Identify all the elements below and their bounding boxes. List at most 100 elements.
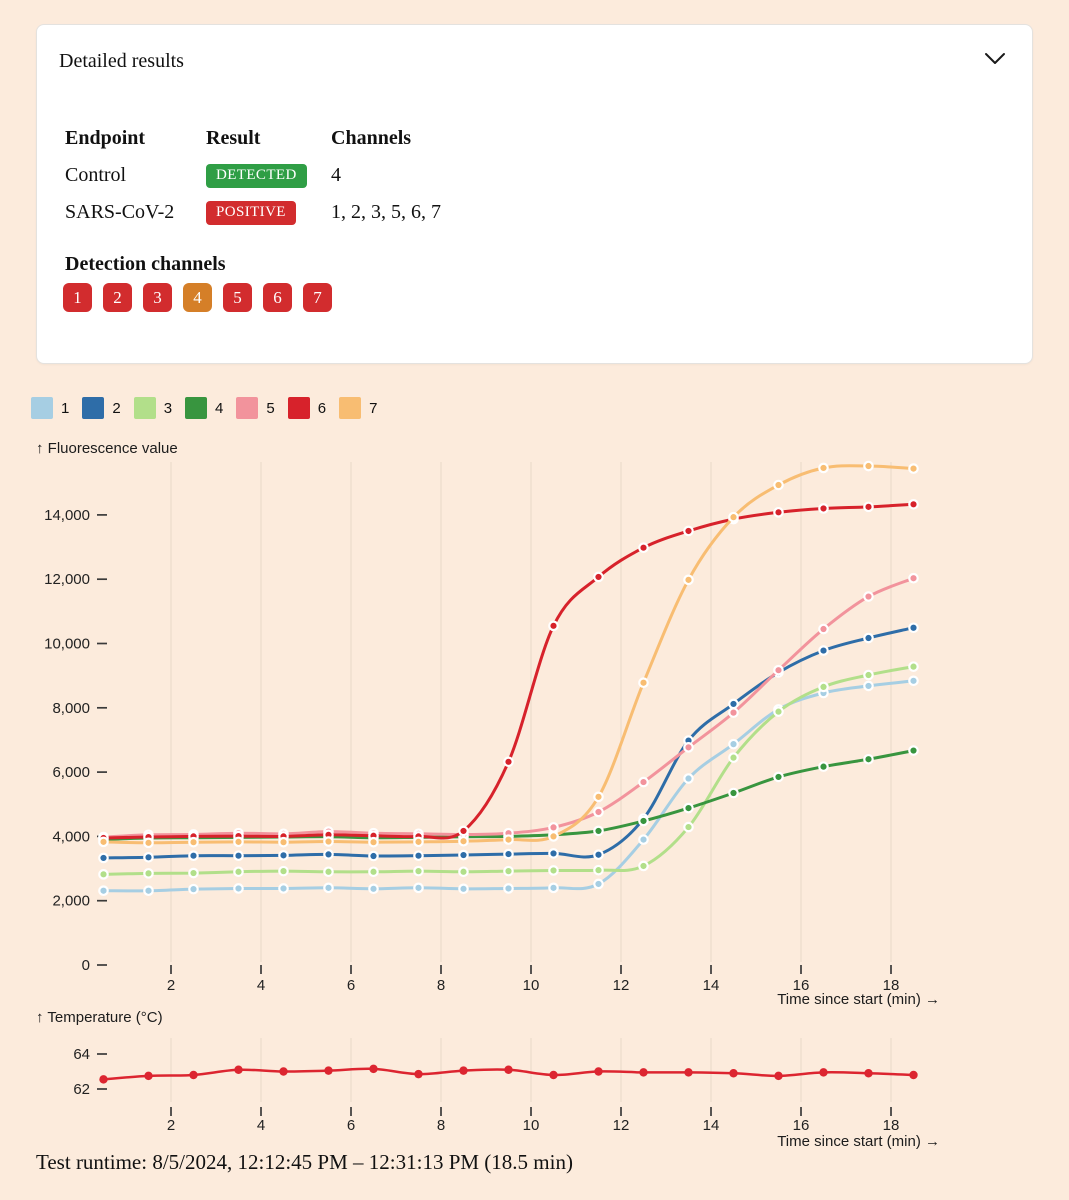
data-point <box>728 707 739 718</box>
svg-text:6,000: 6,000 <box>52 764 90 781</box>
data-point <box>684 1068 693 1077</box>
header-result: Result <box>206 126 261 149</box>
fluorescence-chart: 2 4 6 8 10 12 14 16 18 0 2,000 4,000 6,000 8,000 10,00… <box>44 460 919 994</box>
channels-value: 1, 2, 3, 5, 6, 7 <box>331 200 441 223</box>
data-point <box>593 878 604 890</box>
data-point <box>323 882 334 894</box>
data-point <box>638 815 649 827</box>
data-point <box>98 852 109 864</box>
data-point <box>98 885 109 897</box>
legend-label: 7 <box>369 399 378 417</box>
table-row: Control DETECTED 4 <box>65 160 625 190</box>
table-row: SARS-CoV-2 POSITIVE 1, 2, 3, 5, 6, 7 <box>65 197 625 227</box>
svg-text:12: 12 <box>613 1117 630 1134</box>
data-point <box>729 1069 738 1078</box>
legend-label: 4 <box>215 399 224 417</box>
svg-text:62: 62 <box>73 1081 90 1098</box>
svg-text:4: 4 <box>257 977 265 994</box>
legend-item-channel-5: 5 <box>236 397 275 419</box>
svg-text:64: 64 <box>73 1046 90 1063</box>
legend-item-channel-4: 4 <box>185 397 223 419</box>
channel-badge-4: 4 <box>183 283 212 312</box>
data-point <box>234 1065 243 1074</box>
legend-item-channel-7: 7 <box>339 397 377 419</box>
endpoint-name: Control <box>65 163 127 186</box>
data-point <box>773 706 784 717</box>
data-point <box>458 825 469 837</box>
data-point <box>818 623 829 635</box>
temperature-axis-title: ↑ Temperature (°C) <box>36 1009 163 1026</box>
data-point <box>458 883 469 895</box>
svg-text:12: 12 <box>613 977 630 994</box>
data-point <box>818 462 829 474</box>
data-point <box>683 773 694 784</box>
data-point <box>233 836 244 848</box>
series-line-5 <box>102 576 915 839</box>
data-point <box>863 753 874 765</box>
svg-text:14,000: 14,000 <box>44 507 90 524</box>
status-badge: POSITIVE <box>206 201 296 225</box>
channel-badge-2: 2 <box>103 283 132 312</box>
data-point <box>818 681 829 693</box>
data-point <box>369 1064 378 1074</box>
test-runtime-text: Test runtime: 8/5/2024, 12:12:45 PM – 12… <box>36 1150 573 1174</box>
legend-swatch <box>287 397 310 419</box>
data-point <box>773 479 784 491</box>
chart-legend: 1 2 3 4 5 6 7 <box>31 397 377 419</box>
collapse-card-button[interactable] <box>982 49 1008 71</box>
legend-swatch <box>82 397 105 419</box>
data-point <box>458 866 469 878</box>
legend-label: 3 <box>163 399 173 417</box>
data-point <box>548 831 559 842</box>
data-point <box>278 865 289 877</box>
data-point <box>458 835 469 847</box>
data-point <box>189 1070 198 1080</box>
data-point <box>503 865 514 877</box>
data-point <box>908 661 919 672</box>
data-point <box>504 1065 513 1074</box>
svg-text:16: 16 <box>793 977 810 994</box>
svg-text:10,000: 10,000 <box>44 636 90 653</box>
data-point <box>188 836 199 848</box>
data-point <box>188 850 199 861</box>
data-point <box>773 507 784 518</box>
data-point <box>638 776 649 788</box>
detection-channels-title: Detection channels <box>65 253 226 275</box>
series-line-2 <box>102 626 915 860</box>
data-point <box>279 1067 288 1076</box>
results-table: Endpoint Result Channels Control DETECTE… <box>65 123 625 234</box>
temperature-x-axis-title: Time since start (min) → <box>777 1133 940 1150</box>
data-point <box>863 669 874 681</box>
data-point <box>368 866 379 878</box>
data-point <box>144 1071 153 1081</box>
legend-item-channel-1: 1 <box>31 397 69 419</box>
data-point <box>773 771 784 783</box>
data-point <box>413 836 424 848</box>
data-point <box>908 745 919 756</box>
chevron-down-icon <box>984 53 1006 70</box>
series-line-7 <box>102 464 915 845</box>
data-point <box>548 865 559 876</box>
legend-swatch <box>31 397 53 419</box>
data-point <box>908 622 919 634</box>
data-point <box>728 511 739 523</box>
channel-badge-7: 7 <box>303 283 332 312</box>
legend-item-channel-2: 2 <box>82 397 121 419</box>
data-point <box>773 664 784 676</box>
legend-swatch <box>185 397 208 419</box>
legend-label: 1 <box>61 399 70 417</box>
data-point <box>593 571 604 583</box>
data-point <box>908 498 919 510</box>
results-table-header: Endpoint Result Channels <box>65 123 625 153</box>
legend-item-channel-3: 3 <box>133 397 173 419</box>
data-point <box>278 883 289 894</box>
status-badge: DETECTED <box>206 164 307 188</box>
legend-swatch <box>339 397 362 419</box>
data-point <box>549 1070 558 1080</box>
svg-text:4,000: 4,000 <box>52 828 90 845</box>
data-point <box>414 1069 423 1079</box>
data-point <box>908 675 919 687</box>
svg-text:18: 18 <box>883 1117 900 1134</box>
fluorescence-axis-title: ↑ Fluorescence value <box>36 440 178 457</box>
channel-badge-1: 1 <box>63 283 92 312</box>
